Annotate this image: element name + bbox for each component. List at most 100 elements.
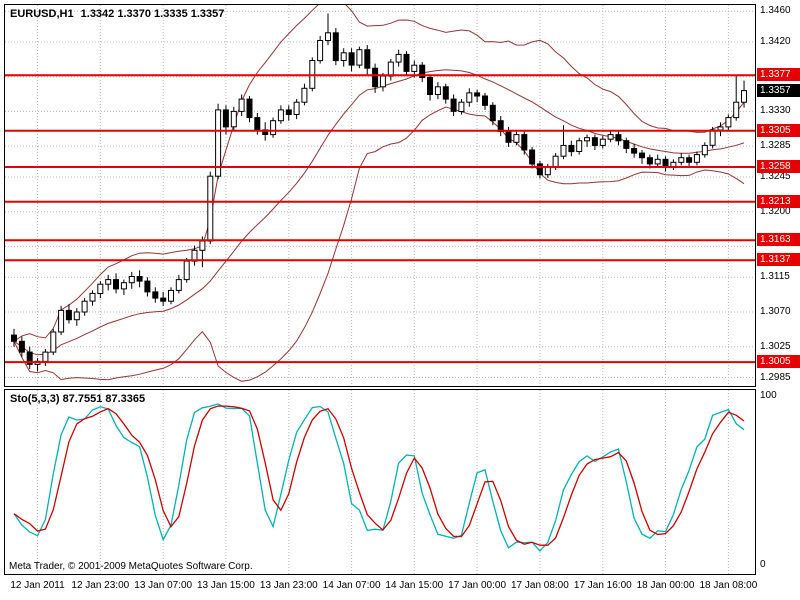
chart-title: EURUSD,H1 1.3342 1.3370 1.3335 1.3357 — [10, 8, 228, 20]
candle-body — [293, 101, 300, 115]
time-axis-label: 17 Jan 08:00 — [510, 580, 569, 591]
candle-body — [301, 87, 308, 103]
time-axis-label: 12 Jan 23:00 — [71, 580, 130, 591]
lower-band-line — [13, 106, 745, 382]
ohlc-values: 1.3342 1.3370 1.3335 1.3357 — [80, 8, 225, 20]
candle-body — [270, 120, 277, 136]
candle-body — [552, 155, 559, 168]
candle-body — [536, 163, 543, 176]
price-chart-panel[interactable]: EURUSD,H1 1.3342 1.3370 1.3335 1.3357 — [4, 4, 756, 387]
candle-body — [168, 289, 174, 302]
level-price-badge: 1.3258 — [757, 160, 800, 173]
price-axis-tick: 1.3070 — [760, 306, 791, 317]
candle-body — [199, 240, 206, 251]
candle-body — [427, 77, 433, 95]
price-axis-tick: 1.3285 — [760, 140, 791, 152]
candle-body — [120, 282, 127, 290]
candle-body — [733, 101, 740, 119]
candle-body — [230, 110, 237, 128]
candle-body — [18, 340, 25, 353]
candle-body — [332, 32, 339, 62]
candle-body — [576, 140, 583, 152]
time-axis-label: 14 Jan 15:00 — [385, 580, 444, 591]
candle-body — [403, 53, 410, 72]
candle-body — [50, 331, 57, 353]
candle-body — [136, 276, 143, 282]
middle-band-line — [13, 69, 745, 356]
candle-body — [639, 152, 645, 159]
candle-body — [442, 86, 449, 100]
price-axis-tick: 1.3330 — [760, 105, 791, 117]
candle-body — [277, 109, 284, 122]
candle-body — [686, 157, 693, 163]
candle-body — [285, 109, 292, 116]
candle-body — [254, 117, 261, 131]
candle-body — [348, 52, 355, 66]
candle-body — [505, 131, 512, 143]
candle-body — [725, 117, 732, 128]
stochastic-main-line — [13, 403, 745, 552]
copyright-text: Meta Trader, © 2001-2009 MetaQuotes Soft… — [9, 561, 253, 572]
level-price-badge: 1.3305 — [757, 123, 800, 137]
level-price-badge: 1.3377 — [757, 68, 800, 82]
candle-body — [521, 134, 528, 151]
time-axis-label: 17 Jan 00:00 — [448, 580, 507, 591]
time-axis-label: 18 Jan 08:00 — [699, 580, 758, 591]
candle-body — [105, 279, 112, 285]
candle-body — [482, 95, 488, 106]
stochastic-panel[interactable]: Sto(5,3,3) 87.7551 87.3365 Meta Trader, … — [4, 389, 756, 575]
candle-body — [372, 67, 379, 88]
indicator-title: Sto(5,3,3) 87.7551 87.3365 — [10, 393, 146, 405]
candle-body — [693, 154, 700, 163]
candle-body — [709, 129, 716, 146]
candle-body — [701, 144, 708, 156]
candle-body — [238, 98, 245, 112]
candle-body — [58, 309, 65, 333]
time-axis-label: 14 Jan 07:00 — [322, 580, 381, 591]
candle-body — [160, 297, 167, 302]
candle-body — [513, 134, 520, 143]
price-axis-tick: 1.3115 — [760, 271, 790, 283]
candle-body — [591, 137, 598, 146]
candle-body — [364, 49, 371, 69]
price-axis-tick: 1.3420 — [760, 36, 791, 47]
price-axis-tick: 1.3245 — [760, 171, 791, 182]
candle-body — [379, 75, 386, 88]
candle-body — [340, 52, 347, 61]
candle-body — [646, 157, 653, 165]
time-axis-label: 18 Jan 00:00 — [636, 580, 695, 591]
level-price-badge: 1.3163 — [757, 233, 800, 247]
time-axis-label: 13 Jan 15:00 — [196, 580, 255, 591]
candle-body — [529, 149, 536, 165]
candle-body — [128, 276, 135, 284]
candle-body — [42, 351, 49, 362]
candle-body — [607, 134, 614, 140]
candle-body — [246, 98, 253, 119]
candle-body — [387, 61, 394, 77]
stochastic-axis-tick: 0 — [760, 559, 766, 570]
candle-body — [183, 260, 190, 281]
time-axis[interactable]: 12 Jan 2011 12 Jan 23:00 13 Jan 07:00 13 Ja… — [0, 576, 800, 600]
candle-body — [584, 137, 590, 142]
current-price-badge: 1.3357 — [757, 83, 800, 97]
price-axis[interactable]: 1.3460 1.3420 1.3330 1.3285 1.3245 1.3200 1.31… — [757, 0, 800, 600]
candle-body — [560, 144, 567, 157]
candle-body — [568, 144, 575, 153]
candle-body — [65, 309, 72, 321]
candle-body — [434, 86, 441, 96]
level-price-badge: 1.3213 — [757, 194, 800, 208]
candle-body — [662, 158, 669, 168]
candle-body — [144, 280, 151, 293]
candle-body — [741, 90, 747, 103]
stochastic-chart[interactable] — [5, 390, 755, 574]
candle-body — [678, 157, 685, 163]
candle-body — [623, 140, 630, 149]
candle-body — [411, 64, 418, 72]
candle-body — [73, 311, 80, 321]
level-price-badge: 1.3005 — [757, 355, 800, 369]
candle-body — [207, 175, 214, 242]
candle-body — [26, 351, 33, 365]
candle-body — [654, 158, 661, 165]
price-chart[interactable] — [5, 5, 755, 386]
